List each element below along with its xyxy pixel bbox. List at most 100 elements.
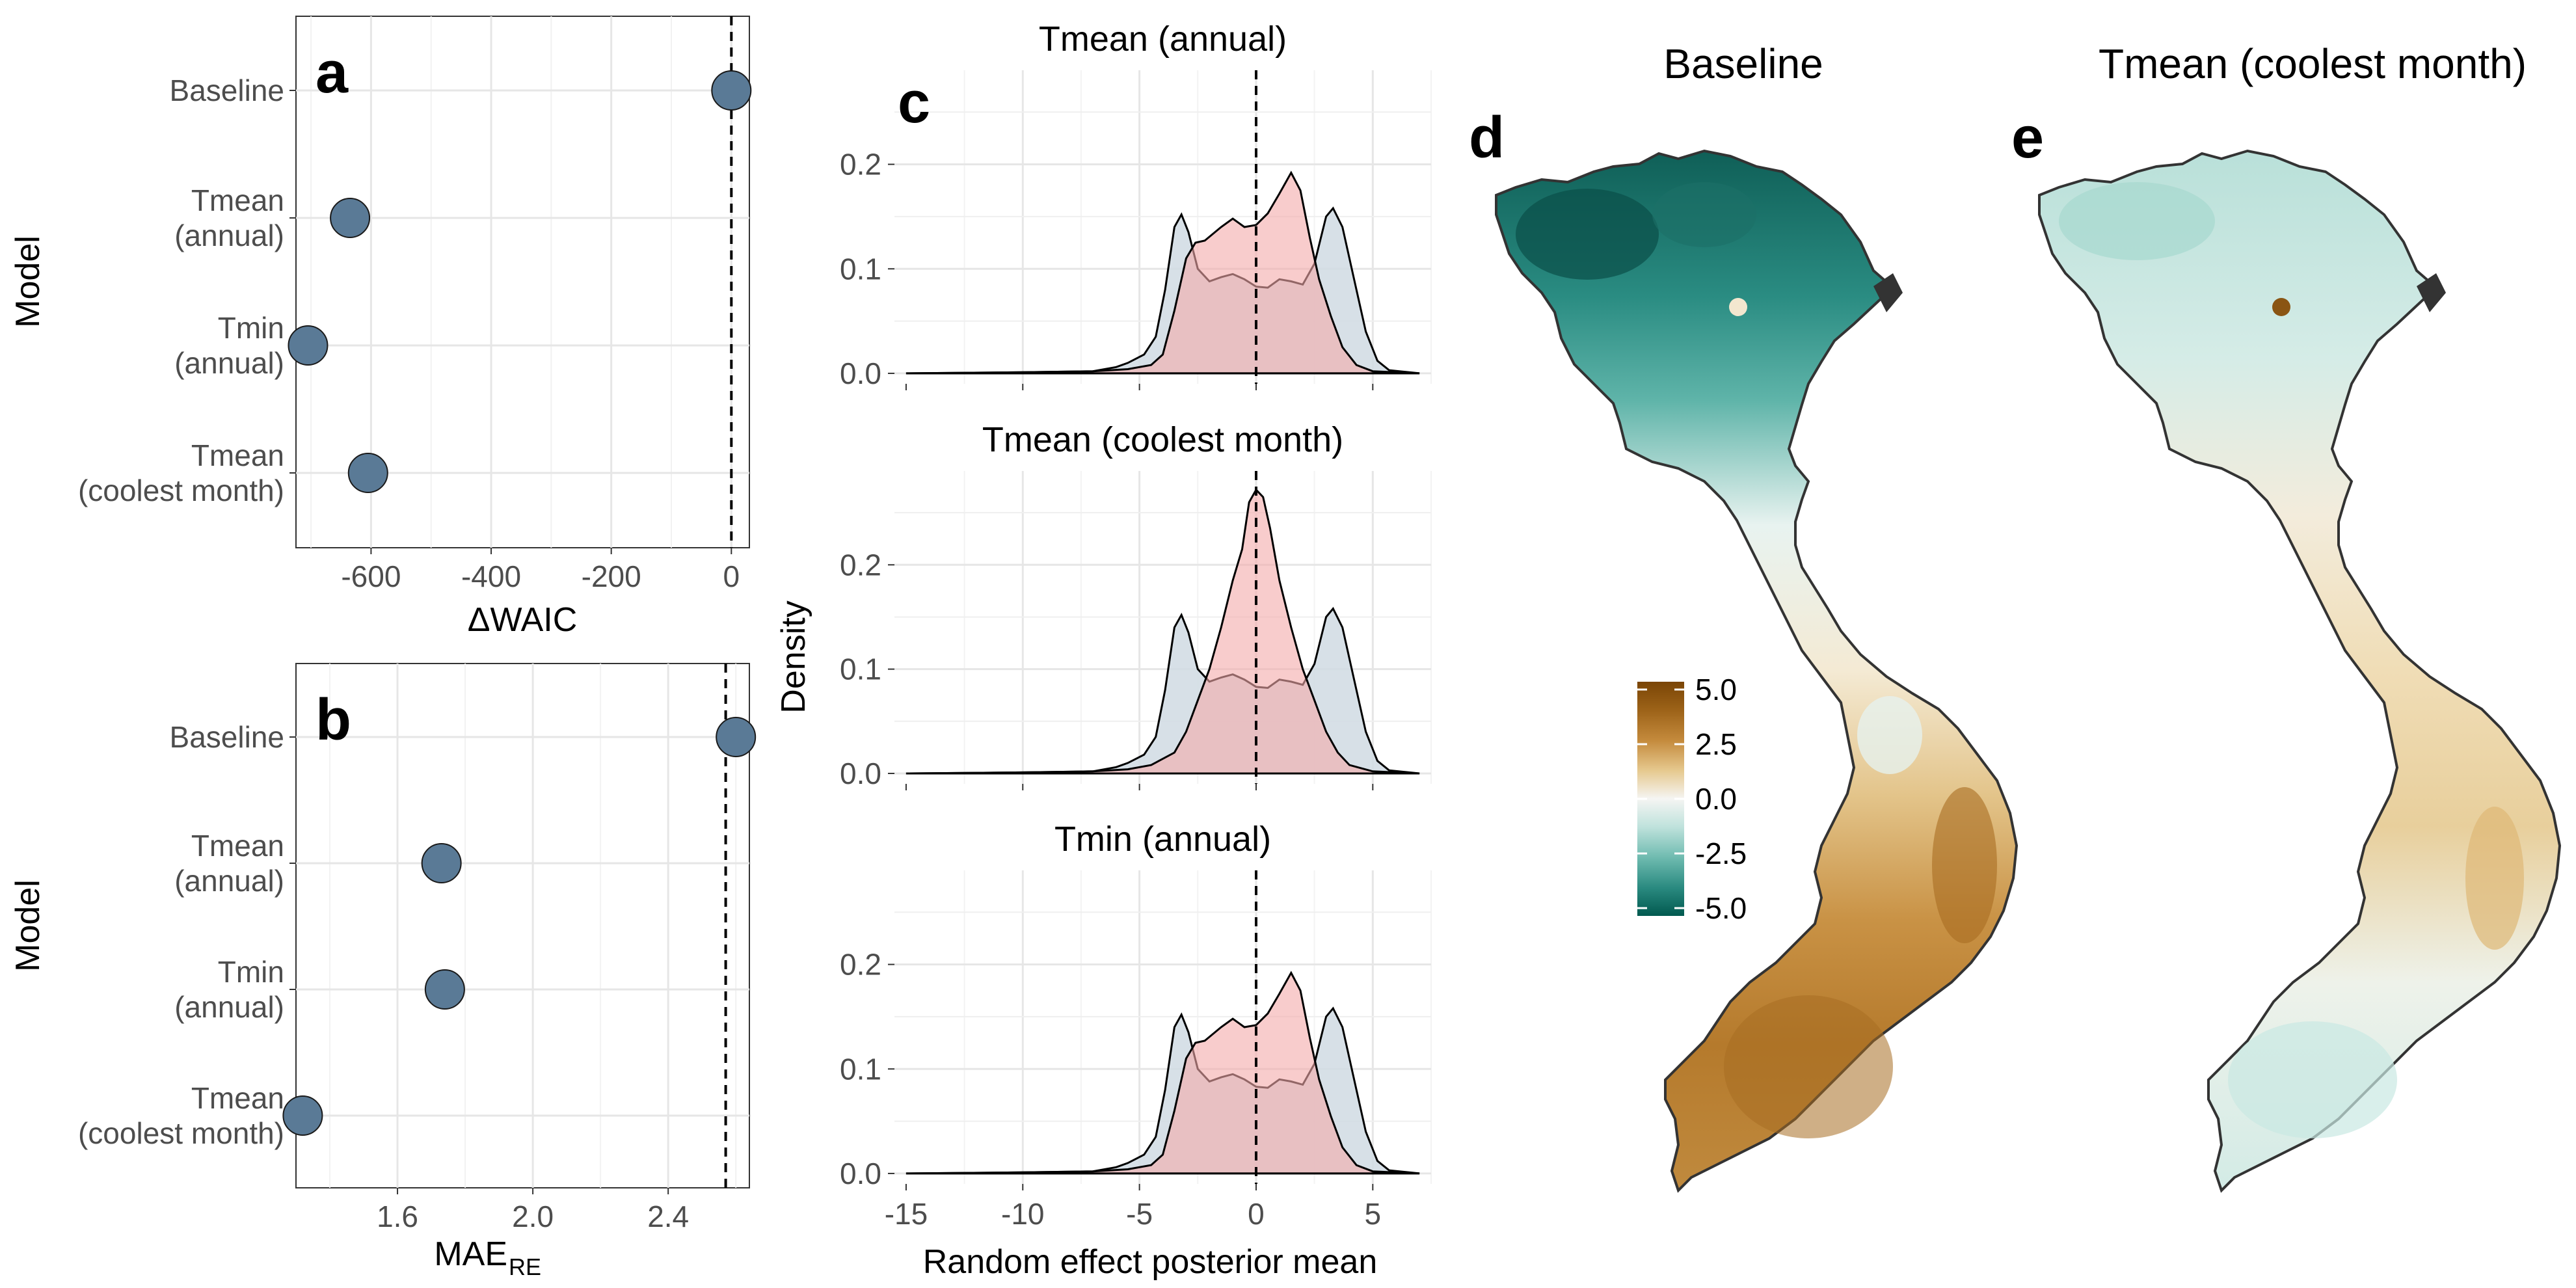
panel-b-x-tick-label: 2.4 (647, 1200, 689, 1233)
density-y-tick-label: 0.2 (840, 148, 881, 181)
panel-b-data-point (282, 1095, 323, 1136)
panel-a-x-tick-label: 0 (723, 559, 740, 593)
panel-a-data-point (711, 70, 752, 111)
panel-b-grid (296, 664, 749, 1188)
panel-a-category-label-line: Tmin (218, 311, 284, 345)
panel-a-category-label-line: Baseline (170, 74, 284, 107)
panel-b-category-label-line: (coolest month) (78, 1116, 284, 1150)
map-e-region-northwest (2059, 182, 2215, 260)
map-d-region-coast (1932, 787, 1997, 943)
panel-b-x-title: MAE (434, 1235, 507, 1273)
panel-b-x-tick-label: 2.0 (512, 1200, 554, 1233)
density-x-tick-label: -10 (1001, 1197, 1044, 1231)
panel-a-category-label: Tmean (coolest month) (78, 438, 284, 507)
density-subplot-title: Tmean (annual) (1039, 20, 1287, 59)
panel-label-e: e (2011, 105, 2044, 170)
map-d-region-south (1724, 995, 1893, 1138)
colorbar-tick-label: -2.5 (1695, 837, 1747, 870)
density-subplot: 0.0 0.1 0.2 Tmin (annual) (840, 820, 1432, 1190)
panel-e: Tmean (coolest month) e (2011, 40, 2561, 1192)
panel-label-b: b (315, 688, 351, 753)
map-d-region-north (1652, 182, 1756, 247)
density-y-tick-label: 0.1 (840, 652, 881, 686)
map-e-title: Tmean (coolest month) (2099, 40, 2527, 87)
density-y-tick-label: 0.0 (840, 757, 881, 790)
panel-c-y-title: Density (775, 600, 812, 713)
colorbar: 5.0 2.5 0.0 -2.5 -5.0 (1637, 673, 1747, 925)
panel-a-data-point (330, 198, 371, 238)
panel-c-x-title: Random effect posterior mean (923, 1243, 1378, 1281)
panel-b-data-point (716, 717, 757, 757)
panel-a-x-tick-label: -200 (582, 559, 641, 593)
map-d-title: Baseline (1663, 40, 1823, 87)
panel-b-category-label: Tmean (coolest month) (78, 1081, 284, 1150)
panel-a-category-label-line: Tmean (191, 183, 284, 217)
density-area-covariate (906, 488, 1420, 775)
panel-label-c: c (898, 70, 930, 135)
colorbar-tick-label: -5.0 (1695, 891, 1747, 925)
density-y-tick-label: 0.0 (840, 356, 881, 390)
panel-label-a: a (315, 40, 349, 105)
panel-b-category-label-line: Tmean (191, 829, 284, 863)
panel-a-category-label: Baseline (170, 74, 284, 107)
panel-a-grid (296, 16, 749, 548)
colorbar-ticks: 5.0 2.5 0.0 -2.5 -5.0 (1637, 673, 1747, 925)
density-subplot-title: Tmin (annual) (1054, 820, 1271, 859)
panel-b-category-label-line: Baseline (170, 720, 284, 754)
map-d-vietnam (1495, 150, 2018, 1192)
panel-b-x-tick-label: 1.6 (377, 1200, 418, 1233)
map-e-islands (2417, 273, 2446, 312)
panel-b-frame (295, 663, 750, 1188)
density-area-covariate (906, 971, 1420, 1175)
colorbar-tick-label: 2.5 (1695, 727, 1737, 761)
panel-a-category-label: Tmean (annual) (174, 183, 284, 252)
density-y-tick-label: 0.2 (840, 548, 881, 582)
density-y-tick-label: 0.0 (840, 1157, 881, 1190)
panel-a-x-tick-label: -400 (461, 559, 521, 593)
panel-a-x-title: ΔWAIC (468, 601, 578, 639)
map-d-region-hanoi (1729, 298, 1747, 316)
panel-label-d: d (1469, 105, 1505, 170)
map-d-islands (1873, 273, 1903, 312)
density-y-tick-label: 0.1 (840, 1052, 881, 1086)
map-e-region-south (2228, 1021, 2397, 1138)
panel-a-category-label-line: (annual) (174, 219, 284, 252)
panel-a-data-point (347, 453, 388, 493)
panel-b-category-label-line: (annual) (174, 990, 284, 1024)
panel-b-category-label: Tmean (annual) (174, 829, 284, 898)
panel-a-category-label-line: Tmean (191, 438, 284, 472)
panel-c: 0.0 0.1 0.2 Tmean (annual) 0.0 0.1 0.2 Tmean (c… (775, 20, 1432, 1281)
density-x-tick-label: 5 (1365, 1197, 1382, 1231)
panel-b-y-title: Model (9, 879, 47, 972)
panel-a-category-label-line: (coolest month) (78, 474, 284, 507)
density-area-baseline (906, 606, 1420, 775)
density-y-tick-label: 0.2 (840, 948, 881, 982)
density-area-covariate (906, 170, 1420, 375)
density-x-tick-label: -15 (885, 1197, 928, 1231)
panel-b-category-label-line: (annual) (174, 864, 284, 898)
map-d-region-central (1857, 696, 1922, 774)
panel-a-category-label: Tmin (annual) (174, 311, 284, 380)
density-subplot: 0.0 0.1 0.2 Tmean (annual) (840, 20, 1432, 390)
panel-b-category-label-line: Tmin (218, 955, 284, 989)
panel-b-data-point (424, 969, 465, 1010)
panel-b-category-label: Tmin (annual) (174, 955, 284, 1024)
panel-d: Baseline d 5.0 2.5 0.0 -2.5 -5.0 (1469, 40, 2018, 1192)
panel-a-data-point (288, 325, 329, 366)
density-subplot-title: Tmean (coolest month) (982, 420, 1343, 459)
panel-b-category-label: Baseline (170, 720, 284, 754)
panel-a-category-label-line: (annual) (174, 346, 284, 380)
density-x-tick-label: -5 (1126, 1197, 1153, 1231)
panel-c-content: 0.0 0.1 0.2 Tmean (annual) 0.0 0.1 0.2 Tmean (c… (840, 20, 1432, 1231)
panel-a-y-title: Model (9, 235, 47, 328)
panel-b-category-label-line: Tmean (191, 1081, 284, 1115)
map-e-vietnam (2038, 150, 2561, 1192)
panel-b-x-title-subscript: RE (509, 1254, 541, 1280)
density-x-tick-label: 0 (1248, 1197, 1265, 1231)
colorbar-tick-label: 5.0 (1695, 673, 1737, 706)
panel-b-data-point (421, 843, 462, 883)
